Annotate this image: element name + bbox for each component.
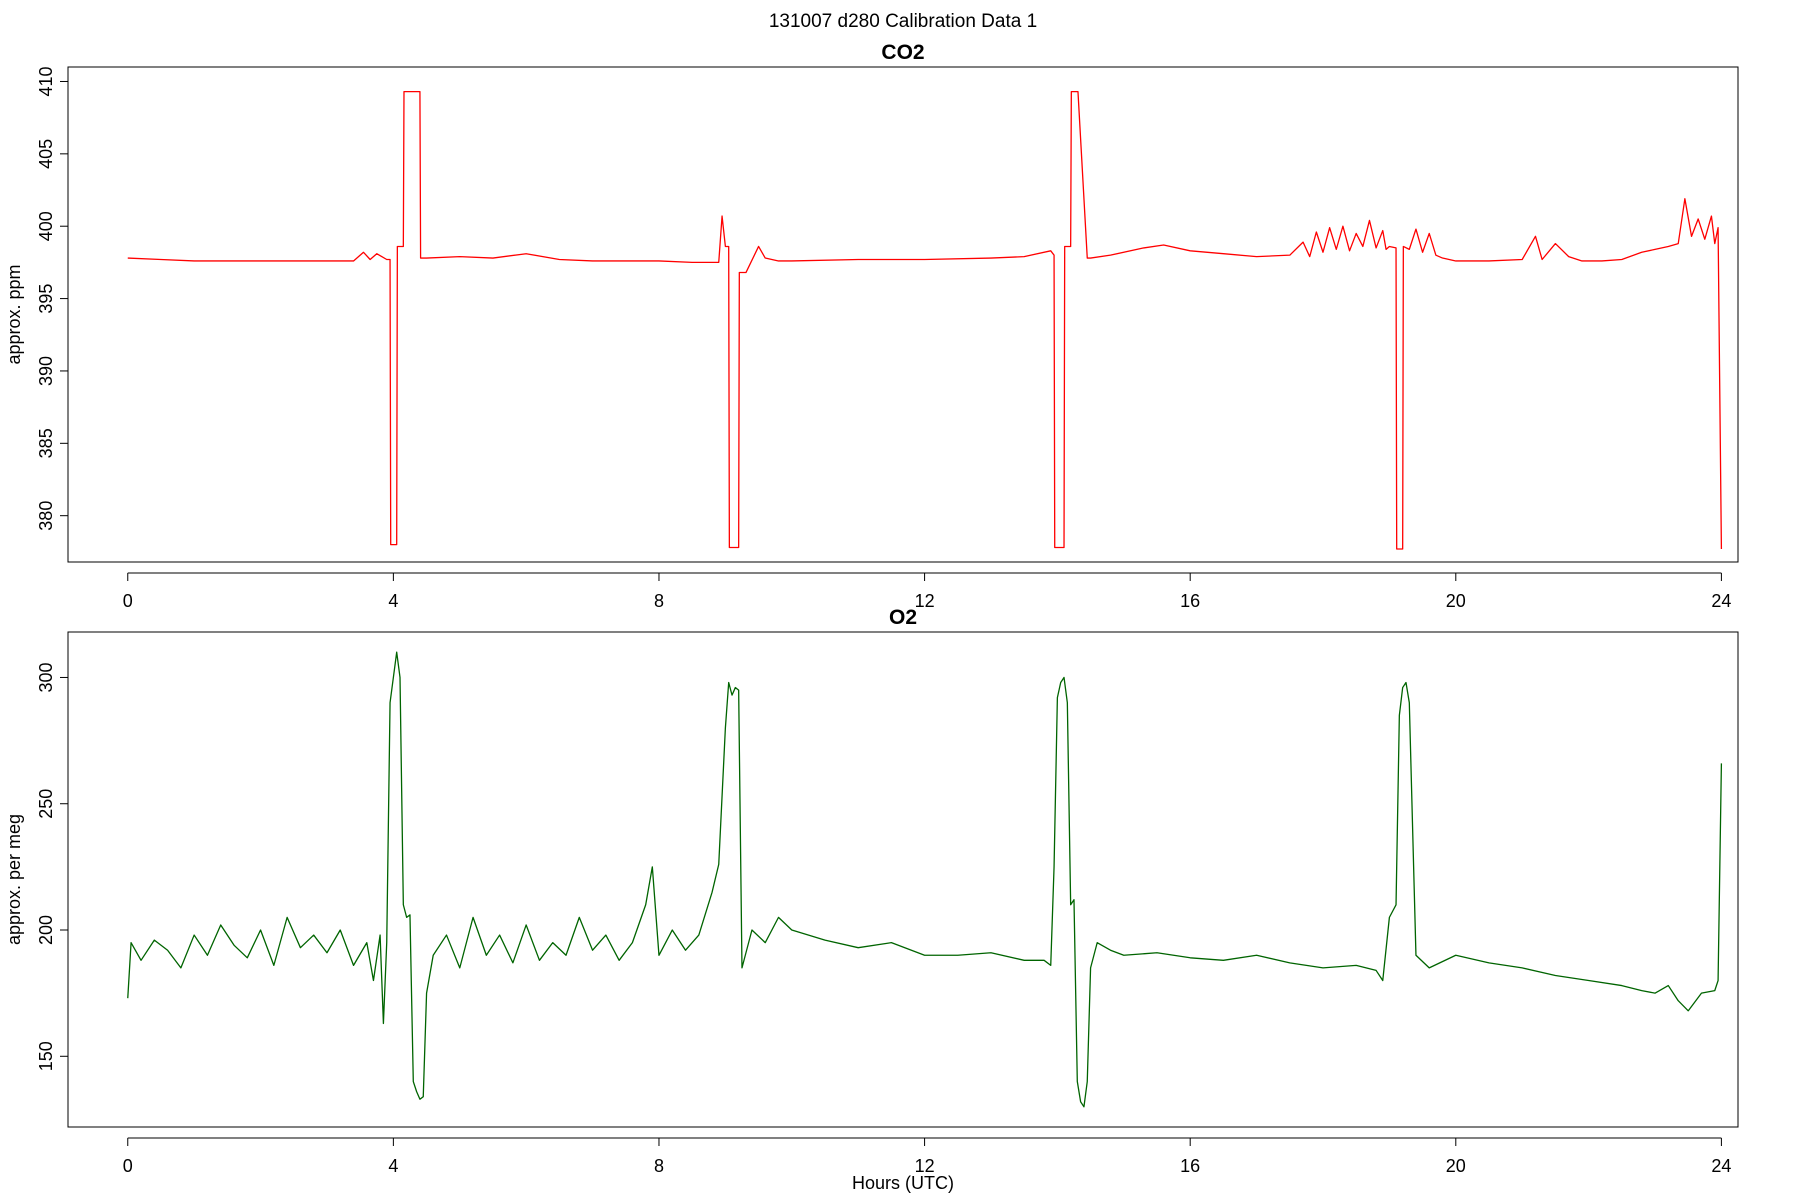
o2-panel: O2 approx. per meg Hours (UTC) 0 4 8 12 16 20…	[4, 606, 1739, 1193]
o2-series-line	[127, 651, 1723, 1108]
o2-y-tick-label: 250	[36, 789, 56, 819]
co2-y-axis-label: approx. ppm	[4, 264, 24, 364]
co2-y-tick-label: 395	[36, 284, 56, 314]
o2-x-tick-label: 0	[123, 1156, 133, 1176]
co2-x-tick-label: 4	[388, 591, 398, 611]
co2-panel-title: CO2	[881, 41, 924, 64]
o2-panel-title: O2	[889, 606, 917, 629]
co2-y-tick-label: 405	[36, 139, 56, 169]
co2-x-tick-label: 0	[123, 591, 133, 611]
o2-x-tick-label: 24	[1711, 1156, 1731, 1176]
co2-y-tick-label: 400	[36, 211, 56, 241]
o2-y-axis-label: approx. per meg	[4, 814, 24, 945]
co2-x-tick-label: 16	[1180, 591, 1200, 611]
o2-x-axis-label: Hours (UTC)	[852, 1173, 954, 1193]
o2-x-tick-label: 20	[1446, 1156, 1466, 1176]
co2-y-tick-label: 410	[36, 66, 56, 96]
o2-y-tick-label: 300	[36, 662, 56, 692]
co2-plot-frame	[67, 66, 1739, 563]
co2-y-tick-label: 380	[36, 501, 56, 531]
co2-panel: CO2 approx. ppm 0 4 8 12 16 20 24 380 385 390 395 4…	[4, 41, 1739, 611]
o2-x-tick-label: 8	[654, 1156, 664, 1176]
o2-x-tick-label: 4	[388, 1156, 398, 1176]
o2-x-tick-label: 12	[915, 1156, 935, 1176]
co2-y-tick-label: 390	[36, 356, 56, 386]
o2-x-tick-label: 16	[1180, 1156, 1200, 1176]
o2-y-tick-label: 150	[36, 1041, 56, 1071]
o2-plot-frame	[67, 631, 1739, 1128]
figure-suptitle: 131007 d280 Calibration Data 1	[769, 11, 1037, 32]
co2-x-tick-label: 20	[1446, 591, 1466, 611]
co2-series-line	[127, 90, 1723, 550]
co2-y-tick-label: 385	[36, 428, 56, 458]
o2-y-tick-label: 200	[36, 915, 56, 945]
co2-x-tick-label: 12	[915, 591, 935, 611]
co2-x-tick-label: 8	[654, 591, 664, 611]
co2-x-tick-label: 24	[1711, 591, 1731, 611]
